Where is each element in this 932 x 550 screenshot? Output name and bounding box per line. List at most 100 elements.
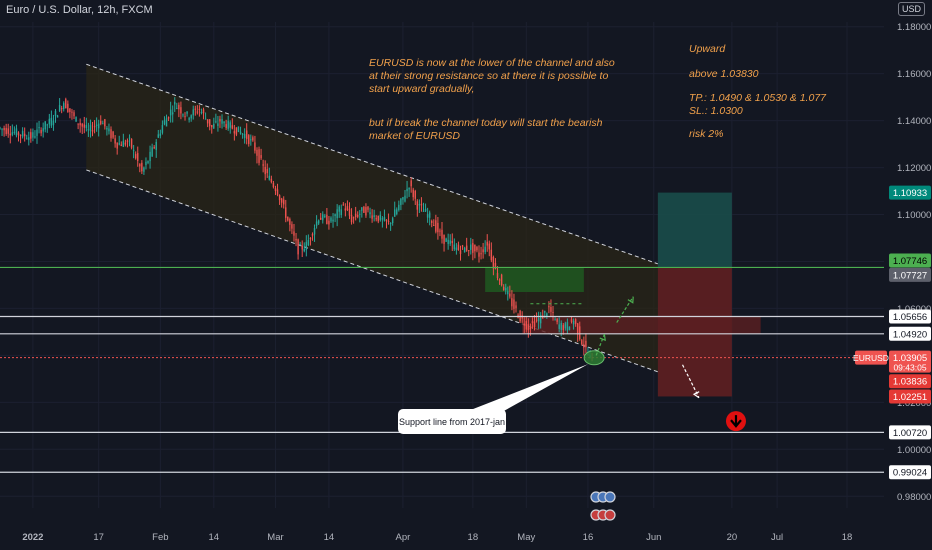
candle-down	[266, 169, 268, 174]
candle-up	[299, 244, 301, 246]
candle-down	[311, 234, 314, 236]
analysis-note-1: EURUSD is now at the lower of the channe…	[369, 57, 615, 96]
candle-up	[426, 214, 429, 218]
price-tag-stop-bg	[889, 389, 931, 404]
candle-down	[9, 133, 11, 136]
arrow-down-head	[692, 391, 700, 399]
candle-up	[171, 112, 174, 115]
arrow-up-long-head	[627, 296, 634, 304]
candle-up	[396, 209, 398, 215]
x-tick-label: 18	[468, 532, 479, 543]
candle-down	[420, 203, 423, 206]
candle-down	[433, 224, 435, 226]
candle-up	[50, 117, 53, 126]
candle-up	[36, 129, 38, 136]
candle-down	[468, 250, 470, 252]
candle-up	[406, 188, 408, 192]
candle-up	[63, 103, 65, 110]
candle-up	[369, 212, 371, 215]
price-tag-level-4-bg	[889, 465, 931, 480]
candle-down	[363, 206, 365, 213]
candle-up	[305, 241, 308, 250]
candle-down	[431, 220, 433, 224]
candle-up	[537, 318, 540, 322]
candle-down	[387, 221, 390, 223]
candle-down	[550, 306, 552, 312]
candle-up	[418, 204, 421, 206]
candle-down	[356, 214, 359, 217]
candle-down	[202, 109, 205, 114]
candle-down	[529, 327, 532, 330]
candle-up	[447, 239, 449, 245]
symbol-tag-bg	[855, 350, 887, 365]
candle-down	[83, 124, 86, 128]
drawings: Support line from 2017-jan	[398, 296, 746, 521]
x-tick-label: 14	[209, 532, 220, 543]
candle-up	[15, 128, 18, 136]
candle-up	[229, 122, 231, 128]
candle-down	[295, 238, 297, 241]
candle-up	[402, 197, 404, 200]
candle-down	[410, 180, 412, 187]
x-tick-label: Feb	[152, 532, 168, 543]
candle-down	[7, 128, 9, 134]
candle-up	[128, 137, 131, 139]
candle-down	[492, 256, 495, 269]
candle-up	[34, 136, 36, 138]
candle-down	[474, 244, 476, 252]
candle-up	[13, 131, 16, 133]
candle-down	[412, 189, 414, 198]
candle-up	[223, 121, 225, 124]
candle-up	[361, 207, 363, 211]
y-tick-label: 1.00000	[897, 445, 931, 456]
candle-up	[192, 109, 194, 116]
candle-down	[91, 129, 94, 132]
x-tick-label: 18	[842, 532, 853, 543]
candle-up	[143, 167, 145, 172]
candle-down	[459, 250, 462, 254]
price-tag-level-3-bg	[889, 425, 931, 440]
candle-down	[583, 344, 585, 348]
candle-down	[461, 245, 464, 247]
candle-up	[408, 188, 410, 190]
candle-up	[108, 128, 110, 132]
candle-down	[184, 116, 186, 118]
candle-down	[116, 142, 118, 149]
candle-up	[393, 209, 396, 217]
candle-up	[102, 123, 104, 125]
currency-label[interactable]: USD	[898, 2, 926, 16]
candle-down	[120, 144, 123, 146]
candle-up	[554, 319, 556, 321]
candle-down	[272, 182, 275, 188]
candle-down	[225, 124, 227, 128]
candle-down	[93, 126, 96, 128]
candle-up	[155, 141, 157, 150]
candle-up	[400, 198, 402, 205]
candle-up	[213, 124, 215, 129]
candle-up	[381, 218, 384, 220]
candle-down	[110, 129, 112, 139]
candle-up	[145, 161, 147, 166]
candle-up	[75, 117, 77, 122]
price-tag-level-2: 1.04920	[893, 329, 927, 340]
candle-up	[373, 215, 375, 217]
candle-down	[69, 108, 71, 113]
candle-up	[307, 240, 310, 246]
y-tick-label: 1.18000	[897, 22, 931, 33]
candle-down	[301, 245, 303, 250]
candle-down	[112, 131, 114, 138]
x-tick-label: Mar	[267, 532, 283, 543]
candle-down	[114, 138, 116, 144]
candle-down	[270, 178, 273, 183]
candle-up	[149, 151, 151, 162]
candle-up	[46, 124, 49, 126]
candle-up	[157, 134, 160, 138]
candle-up	[340, 209, 342, 216]
candle-down	[465, 245, 468, 251]
candle-down	[280, 198, 283, 203]
analysis-note-1-line: at their strong resistance so at there i…	[369, 70, 609, 82]
analysis-note-2-line: market of EURUSD	[369, 130, 461, 142]
candle-down	[309, 238, 312, 240]
candle-down	[350, 215, 353, 223]
